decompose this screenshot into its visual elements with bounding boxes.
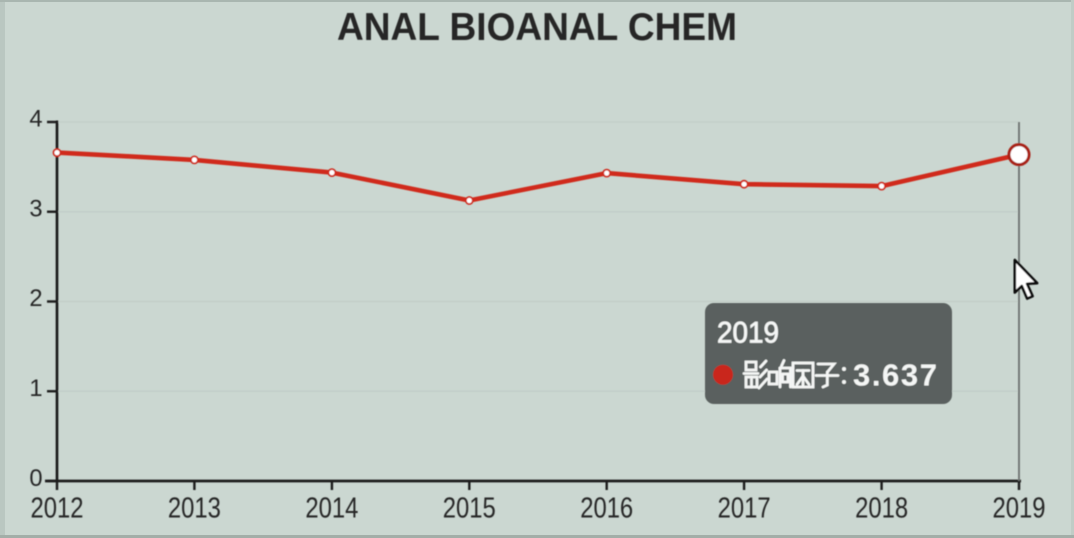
svg-text:2016: 2016 — [580, 492, 633, 524]
svg-text:4: 4 — [29, 107, 42, 133]
svg-text:2017: 2017 — [718, 492, 771, 524]
svg-text:2: 2 — [29, 286, 42, 312]
svg-text:0: 0 — [29, 466, 42, 492]
svg-text:2014: 2014 — [305, 492, 358, 524]
svg-text:2019: 2019 — [717, 317, 779, 350]
svg-text:2012: 2012 — [31, 492, 84, 524]
svg-text:1: 1 — [29, 376, 42, 402]
svg-text:2015: 2015 — [443, 492, 496, 524]
svg-text:3.637: 3.637 — [853, 358, 939, 393]
svg-text:ANAL BIOANAL CHEM: ANAL BIOANAL CHEM — [337, 6, 737, 49]
svg-text:3: 3 — [29, 197, 42, 223]
svg-text:2013: 2013 — [168, 492, 221, 524]
svg-text:2018: 2018 — [855, 492, 908, 524]
svg-text:2019: 2019 — [993, 492, 1046, 524]
